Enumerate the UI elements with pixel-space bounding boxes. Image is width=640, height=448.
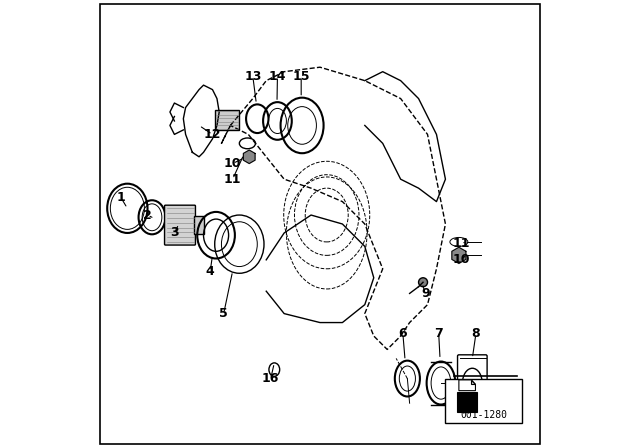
Text: 6: 6 <box>399 327 407 340</box>
Text: 8: 8 <box>472 327 480 340</box>
Polygon shape <box>243 150 255 164</box>
Polygon shape <box>459 380 476 391</box>
Text: 2: 2 <box>143 208 152 222</box>
Text: 14: 14 <box>269 69 286 83</box>
Circle shape <box>419 278 428 287</box>
Text: 11: 11 <box>224 172 241 186</box>
FancyBboxPatch shape <box>164 205 195 245</box>
Polygon shape <box>452 247 466 263</box>
Text: 12: 12 <box>204 128 221 141</box>
Text: 10: 10 <box>224 157 241 170</box>
Text: 3: 3 <box>170 226 179 240</box>
Polygon shape <box>472 380 476 384</box>
Text: 9: 9 <box>421 287 429 300</box>
Text: 11: 11 <box>452 237 470 250</box>
Text: 5: 5 <box>220 307 228 320</box>
Text: 1: 1 <box>116 190 125 204</box>
Text: 001-1280: 001-1280 <box>460 410 507 420</box>
Bar <box>457 392 477 412</box>
Text: 13: 13 <box>244 69 262 83</box>
Text: 7: 7 <box>435 327 443 340</box>
Text: 10: 10 <box>452 253 470 267</box>
Bar <box>445 379 522 423</box>
Text: 16: 16 <box>262 372 280 385</box>
Bar <box>194 216 204 234</box>
Text: 4: 4 <box>206 264 214 278</box>
Bar <box>215 110 239 130</box>
Text: 15: 15 <box>292 69 310 83</box>
